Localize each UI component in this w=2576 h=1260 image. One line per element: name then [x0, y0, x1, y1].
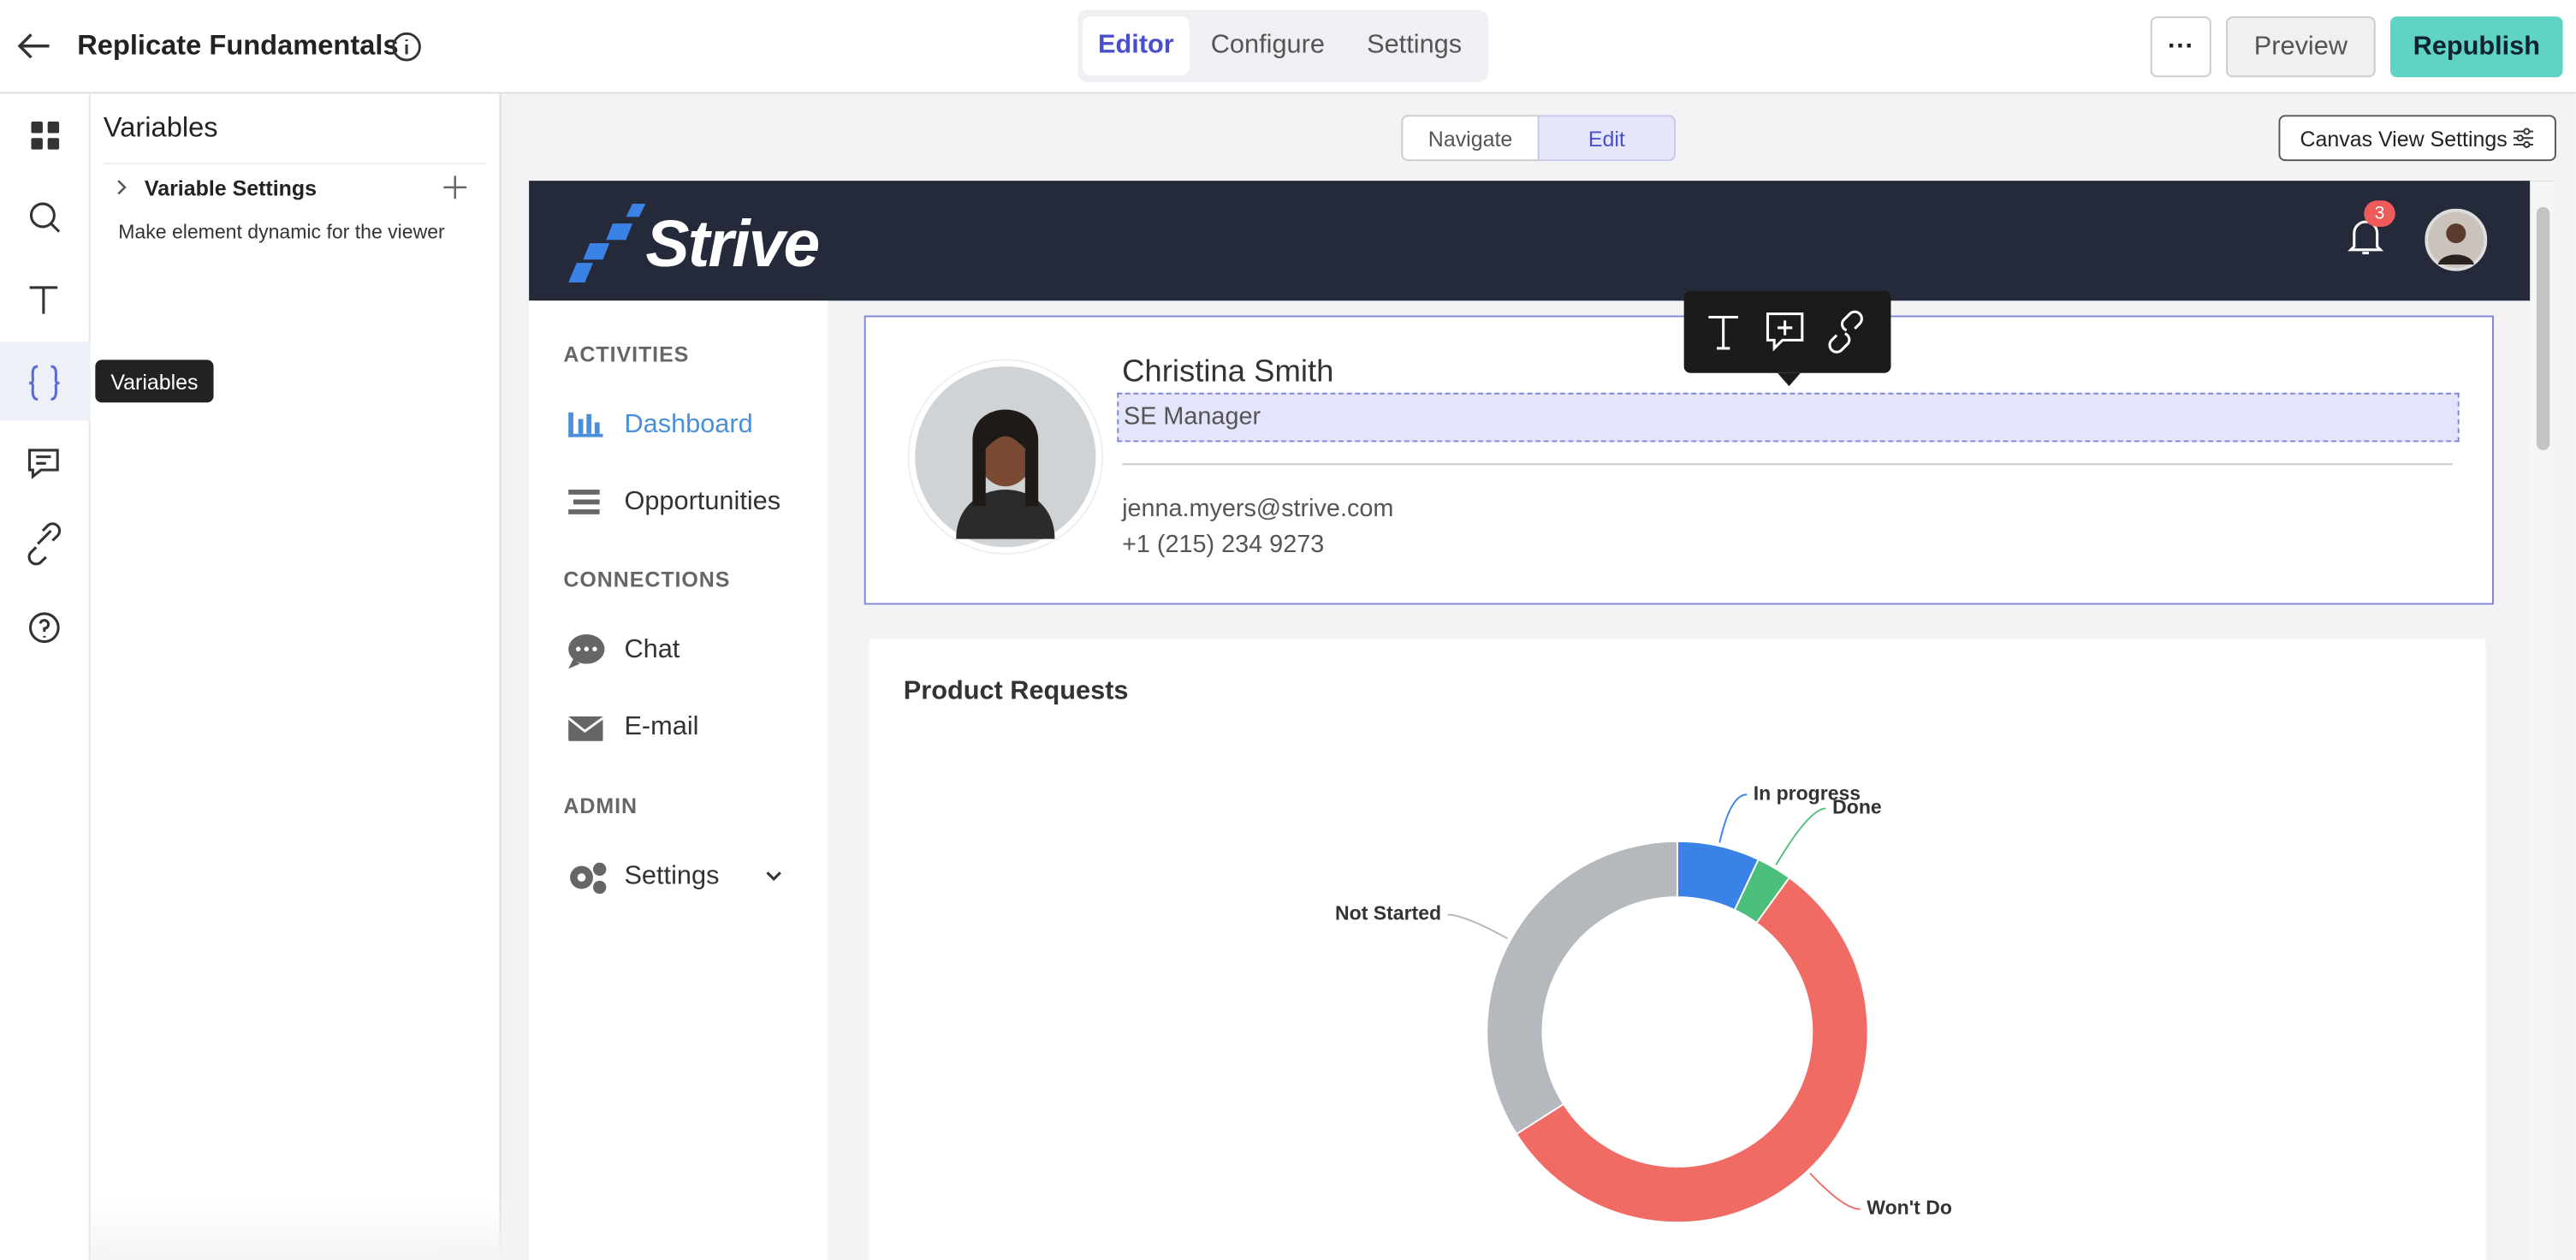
nav-heading: ADMIN — [563, 793, 638, 818]
nav-heading: ACTIVITIES — [563, 342, 690, 367]
brand-name: Strive — [645, 208, 820, 282]
nav-icons — [567, 412, 781, 894]
tab[interactable]: Settings — [1367, 31, 1463, 60]
panel-fade — [90, 1199, 502, 1260]
app-nav — [529, 300, 828, 1260]
republish-button[interactable]: Republish — [2390, 16, 2563, 78]
view-settings-button[interactable]: Canvas View Settings — [2278, 115, 2556, 162]
more-button[interactable]: ··· — [2150, 16, 2211, 78]
panel-divider — [499, 93, 502, 1260]
profile-photo — [907, 359, 1104, 555]
mode-toggle[interactable]: Navigate — [1401, 115, 1540, 162]
tab[interactable]: Editor — [1083, 16, 1190, 76]
chart-card — [869, 639, 2486, 1260]
profile-email: jenna.myers@strive.com — [1122, 494, 1394, 523]
profile-phone: +1 (215) 234 9273 — [1122, 531, 1325, 559]
tab[interactable]: Configure — [1210, 31, 1325, 60]
leader-line — [1718, 793, 1748, 843]
divider — [1122, 463, 2453, 466]
rail-icons[interactable] — [0, 93, 91, 669]
slice-label: In progress — [1754, 782, 1861, 804]
nav-item[interactable]: Settings — [624, 862, 720, 891]
nav-item[interactable]: Opportunities — [624, 488, 781, 516]
donut-segment — [1515, 877, 1869, 1224]
nav-item[interactable]: E-mail — [624, 713, 699, 741]
slice-label: Not Started — [1335, 902, 1441, 924]
leader-line — [1447, 913, 1508, 940]
section-label[interactable]: Variable Settings — [144, 175, 318, 201]
leader-line — [1809, 1172, 1861, 1210]
preview-button[interactable]: Preview — [2226, 16, 2376, 78]
profile-name: Christina Smith — [1122, 354, 1334, 389]
button-label: Canvas View Settings — [2300, 125, 2508, 151]
avatar[interactable] — [2425, 208, 2488, 271]
chart-title: Product Requests — [904, 675, 1129, 704]
link-tool[interactable] — [1828, 310, 1863, 354]
comment-tool[interactable] — [1766, 312, 1804, 352]
format-toolbar — [1683, 290, 1891, 387]
nav-item[interactable]: Chat — [624, 635, 680, 664]
profile-role[interactable]: SE Manager — [1117, 392, 2460, 443]
brand-mark — [568, 204, 646, 283]
text-tool[interactable] — [1708, 315, 1738, 350]
scroll-thumb[interactable] — [2536, 206, 2550, 450]
mode-toggle[interactable]: Edit — [1537, 115, 1676, 162]
slice-label: Done — [1832, 796, 1882, 818]
nav-heading: CONNECTIONS — [563, 567, 731, 592]
back-button[interactable] — [16, 30, 52, 62]
top-bar — [0, 0, 2576, 94]
sliders-icon — [2513, 128, 2534, 148]
active-rail-item — [0, 342, 91, 421]
profile-card[interactable] — [864, 315, 2494, 605]
divider — [103, 163, 487, 164]
tooltip: Variables — [95, 360, 214, 403]
description: Make element dynamic for the viewer — [118, 220, 445, 244]
panel-title: Variables — [103, 111, 218, 144]
notification-badge: 3 — [2364, 200, 2395, 227]
add-button[interactable] — [440, 173, 470, 203]
icon-rail — [0, 93, 91, 1260]
leader-line — [1775, 807, 1826, 866]
info-icon[interactable] — [391, 31, 422, 62]
donut-segment — [1486, 840, 1678, 1136]
slice-label: Won't Do — [1867, 1197, 1952, 1219]
project-title: Replicate Fundamentals — [77, 29, 399, 62]
chevron[interactable] — [112, 175, 132, 199]
nav-item[interactable]: Dashboard — [624, 410, 753, 439]
app-header — [529, 181, 2555, 301]
